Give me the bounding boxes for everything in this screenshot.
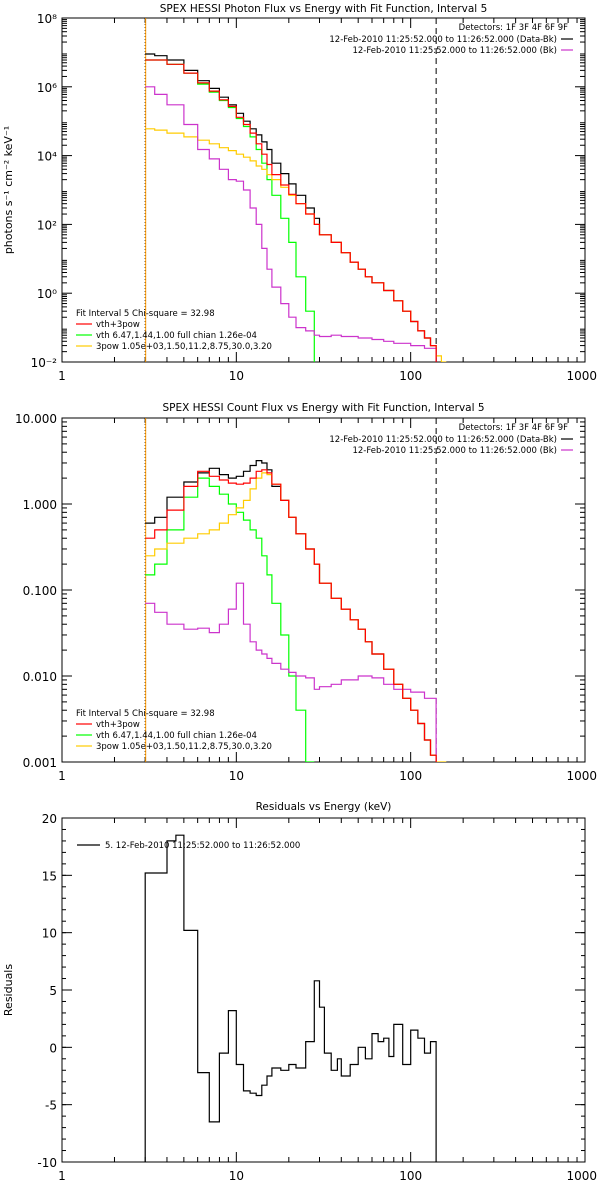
legend-header: Detectors: 1F 3F 4F 6F 9F: [459, 423, 568, 433]
y-tick-label: 10⁸: [37, 12, 57, 26]
y-tick-label: 0: [49, 1041, 57, 1055]
legend-label: vth+3pow: [96, 720, 140, 730]
chart-title: SPEX HESSI Count Flux vs Energy with Fit…: [162, 402, 484, 414]
y-tick-label: 10.000: [15, 412, 57, 426]
legend-header: Fit Interval 5 Chi-square = 32.98: [76, 709, 215, 719]
y-tick-label: 5: [49, 984, 57, 998]
x-tick-label: 1000: [566, 769, 597, 783]
chart-panel-2: SPEX HESSI Count Flux vs Energy with Fit…: [15, 402, 597, 783]
legend-label: 3pow 1.05e+03,1.50,11.2,8.75,30.0,3.20: [96, 342, 272, 352]
legend-header: Fit Interval 5 Chi-square = 32.98: [76, 309, 215, 319]
chart-title: Residuals vs Energy (keV): [256, 801, 392, 813]
legend-label: 12-Feb-2010 11:25:52.000 to 11:26:52.000…: [352, 446, 557, 456]
series-group: [144, 834, 437, 1162]
x-tick-label: 100: [399, 1169, 422, 1183]
y-tick-label: 10⁴: [37, 150, 57, 164]
y-tick-label: 10: [42, 927, 57, 941]
plot-frame: [61, 817, 586, 1163]
legend-label: vth 6.47,1.44,1.00 full chian 1.26e-04: [96, 731, 257, 741]
y-tick-label: 0.100: [23, 584, 57, 598]
y-axis-label: Residuals: [2, 964, 15, 1016]
series-line-vth: [145, 477, 315, 762]
series-line-bk: [145, 86, 437, 362]
legend-label: 12-Feb-2010 11:25:52.000 to 11:26:52.000…: [329, 435, 557, 445]
y-tick-label: -5: [45, 1099, 57, 1113]
series-line-resid: [144, 834, 437, 1162]
y-tick-label: 10⁰: [37, 287, 57, 301]
y-axis-label: photons s⁻¹ cm⁻² keV⁻¹: [2, 126, 15, 254]
legend-label: vth+3pow: [96, 320, 140, 330]
y-tick-label: 10⁻²: [31, 356, 58, 370]
legend-header: Detectors: 1F 3F 4F 6F 9F: [459, 23, 568, 33]
series-group: [145, 53, 447, 362]
y-tick-label: 10⁶: [37, 81, 57, 95]
y-tick-label: 0.001: [23, 756, 57, 770]
x-tick-label: 1: [58, 1169, 66, 1183]
x-tick-label: 100: [399, 769, 422, 783]
x-tick-label: 1000: [566, 369, 597, 383]
y-tick-label: 20: [42, 812, 57, 826]
x-tick-label: 1: [58, 369, 66, 383]
x-tick-label: 100: [399, 369, 422, 383]
legend-label: 12-Feb-2010 11:25:52.000 to 11:26:52.000…: [352, 46, 557, 56]
chart-title: SPEX HESSI Photon Flux vs Energy with Fi…: [160, 3, 488, 15]
series-line-fit: [145, 59, 437, 362]
x-tick-label: 10: [229, 369, 244, 383]
legend-label: 3pow 1.05e+03,1.50,11.2,8.75,30.0,3.20: [96, 742, 272, 752]
y-tick-label: 10²: [37, 218, 57, 232]
y-tick-label: 1.000: [23, 498, 57, 512]
chart-panel-1: SPEX HESSI Photon Flux vs Energy with Fi…: [2, 3, 597, 383]
series-line-bk: [145, 582, 437, 762]
x-tick-label: 10: [229, 769, 244, 783]
series-group: [145, 460, 447, 762]
x-tick-label: 1000: [566, 1169, 597, 1183]
legend-label: vth 6.47,1.44,1.00 full chian 1.26e-04: [96, 331, 257, 341]
x-tick-label: 10: [229, 1169, 244, 1183]
series-line-fit: [145, 469, 437, 762]
legend-label: 5. 12-Feb-2010 11:25:52.000 to 11:26:52.…: [105, 841, 300, 851]
y-tick-label: 0.010: [23, 670, 57, 684]
plot-frame: [61, 17, 586, 363]
y-tick-label: -10: [37, 1156, 57, 1170]
y-tick-label: 15: [42, 869, 57, 883]
legend-label: 12-Feb-2010 11:25:52.000 to 11:26:52.000…: [329, 35, 557, 45]
x-tick-label: 1: [58, 769, 66, 783]
